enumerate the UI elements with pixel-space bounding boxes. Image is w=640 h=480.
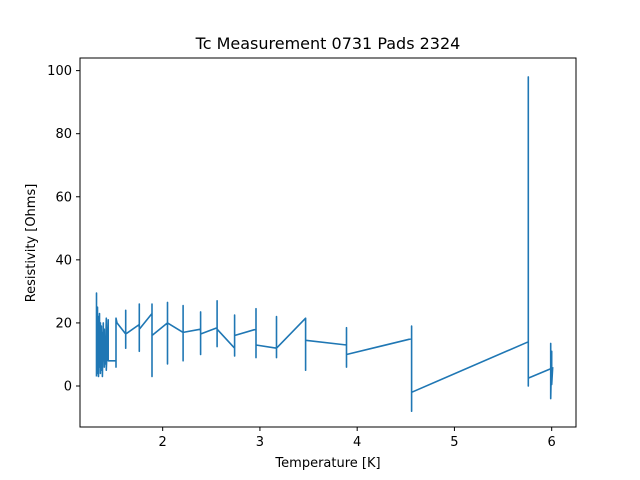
- chart-title: Tc Measurement 0731 Pads 2324: [195, 34, 461, 53]
- y-tick-label: 0: [64, 380, 72, 395]
- plot-area: [95, 76, 554, 413]
- y-tick-label: 40: [55, 253, 72, 268]
- x-tick-label: 3: [256, 435, 264, 450]
- axes-frame: [79, 57, 577, 428]
- x-axis: 2 3 4 5 6: [159, 427, 556, 450]
- y-tick-label: 80: [55, 127, 72, 142]
- y-axis: 0 20 40 60 80 100: [47, 64, 80, 395]
- y-axis-label: Resistivity [Ohms]: [24, 184, 39, 303]
- x-tick-label: 2: [159, 435, 167, 450]
- x-tick-label: 6: [548, 435, 556, 450]
- x-tick-label: 4: [353, 435, 361, 450]
- x-tick-label: 5: [450, 435, 458, 450]
- x-axis-label: Temperature [K]: [274, 456, 380, 471]
- y-tick-label: 60: [55, 190, 72, 205]
- y-tick-label: 20: [55, 316, 72, 331]
- y-tick-label: 100: [47, 64, 72, 79]
- series-line-0: [95, 76, 554, 413]
